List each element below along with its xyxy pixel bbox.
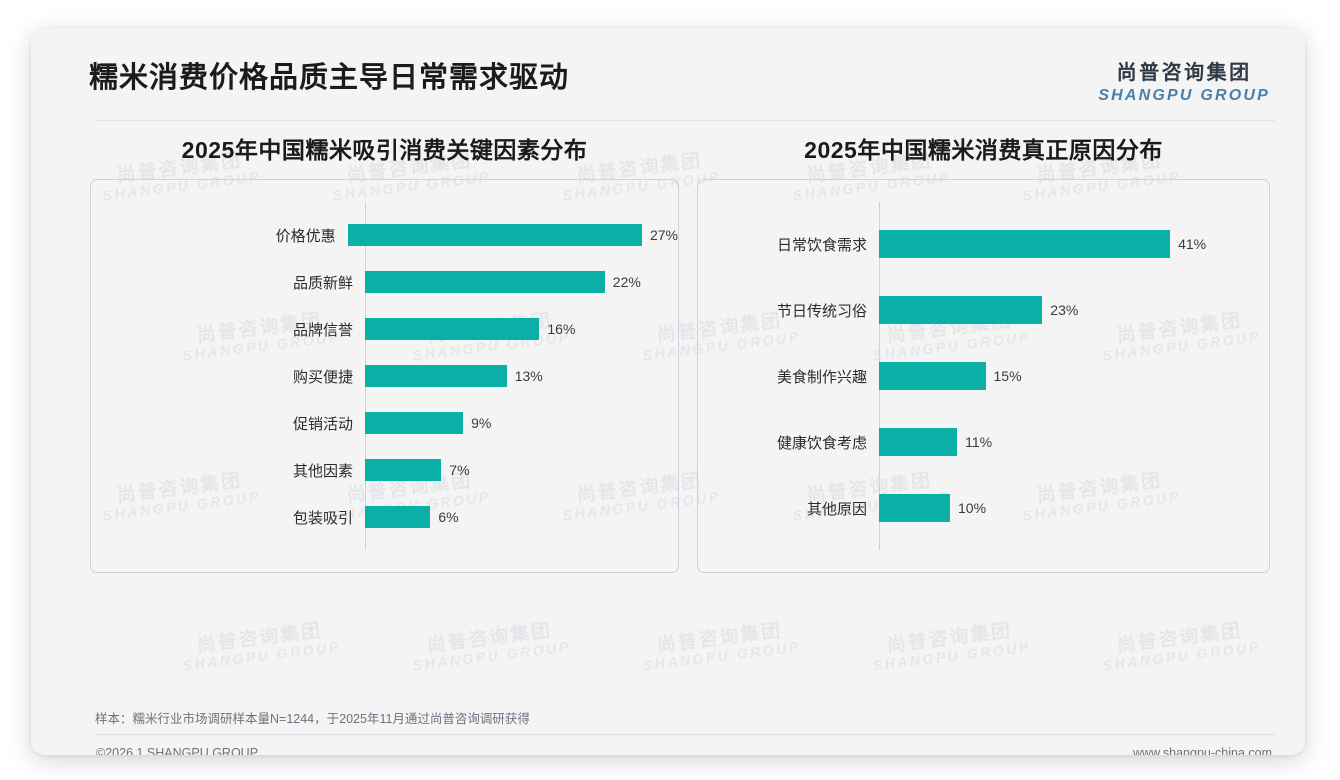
chart-panel-left: 2025年中国糯米吸引消费关键因素分布 价格优惠 27% 品质新鲜 22% 品牌信誉 16… [90, 121, 679, 573]
bar-row: 节日传统习俗 23% [698, 277, 1269, 343]
bar-row: 其他原因 10% [698, 475, 1269, 541]
bar [365, 318, 540, 340]
bar-category-label: 日常饮食需求 [776, 236, 867, 254]
footer-divider [95, 734, 1275, 735]
bar-value-label: 23% [1050, 302, 1079, 318]
bar-row: 包装吸引 6% [91, 494, 678, 541]
bar-row: 其他因素 7% [91, 447, 678, 494]
bar-row: 健康饮食考虑 11% [698, 409, 1269, 475]
bar [365, 412, 464, 434]
bar [347, 224, 642, 246]
slide-footer: ©2026.1 SHANGPU GROUP www.shangpu-china.… [31, 734, 1305, 755]
bar-category-label: 美食制作兴趣 [776, 368, 867, 386]
bar-category-label: 其他原因 [806, 500, 867, 518]
bar-track: 11% [879, 428, 1269, 456]
bar-track: 41% [879, 230, 1269, 258]
bar-row: 促销活动 9% [91, 400, 678, 447]
bar-track: 13% [365, 365, 678, 387]
watermark-chinese-text: 尚普咨询集团 [425, 620, 554, 657]
bar-value-label: 27% [649, 227, 678, 243]
bar-track: 22% [365, 271, 678, 293]
slide-header: 糯米消费价格品质主导日常需求驱动 尚普咨询集团 SHANGPU GROUP [31, 28, 1305, 121]
bar-track: 6% [365, 506, 678, 528]
bar [879, 362, 986, 390]
bar-value-label: 41% [1178, 236, 1207, 252]
logo-chinese-text: 尚普咨询集团 [1116, 62, 1252, 84]
bar-value-label: 16% [547, 321, 576, 337]
watermark-english-text: SHANGPU GROUP [641, 638, 802, 674]
bar-row: 价格优惠 27% [91, 212, 678, 259]
watermark-english-text: SHANGPU GROUP [871, 638, 1032, 674]
chart-frame-left: 价格优惠 27% 品质新鲜 22% 品牌信誉 16% 购买便捷 13% 促销活动 9% 其他因素 7%… [90, 179, 679, 573]
bar-track: 10% [879, 494, 1269, 522]
bar-row: 美食制作兴趣 15% [698, 343, 1269, 409]
chart-frame-right: 日常饮食需求 41% 节日传统习俗 23% 美食制作兴趣 15% 健康饮食考虑 11% 其他原因… [697, 179, 1270, 573]
watermark-english-text: SHANGPU GROUP [411, 638, 572, 674]
bar-track: 9% [365, 412, 678, 434]
bar-value-label: 9% [471, 415, 492, 431]
bar-value-label: 15% [993, 368, 1022, 384]
bar [879, 230, 1171, 258]
copyright-text: ©2026.1 SHANGPU GROUP [96, 746, 259, 755]
logo-english-text: SHANGPU GROUP [1098, 87, 1270, 104]
bar [879, 296, 1043, 324]
bar-value-label: 7% [449, 462, 470, 478]
bar [365, 365, 507, 387]
bar [365, 506, 431, 528]
bar [365, 459, 442, 481]
bar [879, 428, 958, 456]
sample-footnote: 样本：糯米行业市场调研样本量N=1244，于2025年11月通过尚普咨询调研获得 [95, 712, 530, 726]
chart-title-left: 2025年中国糯米吸引消费关键因素分布 [181, 137, 588, 163]
bar-list-left: 价格优惠 27% 品质新鲜 22% 品牌信誉 16% 购买便捷 13% 促销活动 9% 其他因素 7%… [91, 180, 678, 572]
bar-row: 品牌信誉 16% [91, 306, 678, 353]
bar [879, 494, 950, 522]
bar-row: 日常饮食需求 41% [698, 211, 1269, 277]
bar-category-label: 健康饮食考虑 [776, 434, 867, 452]
bar-category-label: 品牌信誉 [292, 321, 353, 339]
bar-value-label: 22% [612, 274, 641, 290]
bar-track: 7% [365, 459, 678, 481]
bar-row: 购买便捷 13% [91, 353, 678, 400]
bar-value-label: 10% [958, 500, 987, 516]
slide-card: 尚普咨询集团 SHANGPU GROUP 尚普咨询集团 SHANGPU GROUP 尚普… [31, 28, 1305, 755]
bar-list-right: 日常饮食需求 41% 节日传统习俗 23% 美食制作兴趣 15% 健康饮食考虑 11% 其他原因… [698, 180, 1269, 572]
bar-category-label: 节日传统习俗 [776, 302, 867, 320]
bar-value-label: 13% [514, 368, 543, 384]
bar-category-label: 价格优惠 [275, 227, 336, 245]
chart-title-right: 2025年中国糯米消费真正原因分布 [804, 137, 1163, 163]
bar-category-label: 购买便捷 [292, 368, 353, 386]
website-link[interactable]: www.shangpu-china.com [1133, 746, 1272, 755]
watermark-chinese-text: 尚普咨询集团 [195, 620, 324, 657]
bar-category-label: 包装吸引 [292, 509, 353, 527]
page-title: 糯米消费价格品质主导日常需求驱动 [89, 62, 570, 94]
watermark-chinese-text: 尚普咨询集团 [1115, 620, 1244, 657]
bar-category-label: 促销活动 [292, 415, 353, 433]
watermark-chinese-text: 尚普咨询集团 [655, 620, 784, 657]
bar-row: 品质新鲜 22% [91, 259, 678, 306]
bar-value-label: 6% [438, 509, 459, 525]
company-logo: 尚普咨询集团 SHANGPU GROUP [1098, 56, 1270, 105]
bar-track: 15% [879, 362, 1269, 390]
watermark-chinese-text: 尚普咨询集团 [885, 620, 1014, 657]
bar-track: 23% [879, 296, 1269, 324]
watermark-english-text: SHANGPU GROUP [181, 638, 342, 674]
header-divider [95, 120, 1275, 121]
bar-value-label: 11% [965, 434, 993, 450]
bar-category-label: 品质新鲜 [292, 274, 353, 292]
bar [365, 271, 605, 293]
bar-track: 27% [347, 224, 678, 246]
bar-track: 16% [365, 318, 678, 340]
bar-category-label: 其他因素 [292, 462, 353, 480]
watermark-english-text: SHANGPU GROUP [1101, 638, 1262, 674]
chart-panel-right: 2025年中国糯米消费真正原因分布 日常饮食需求 41% 节日传统习俗 23% 美食制作… [697, 121, 1270, 573]
